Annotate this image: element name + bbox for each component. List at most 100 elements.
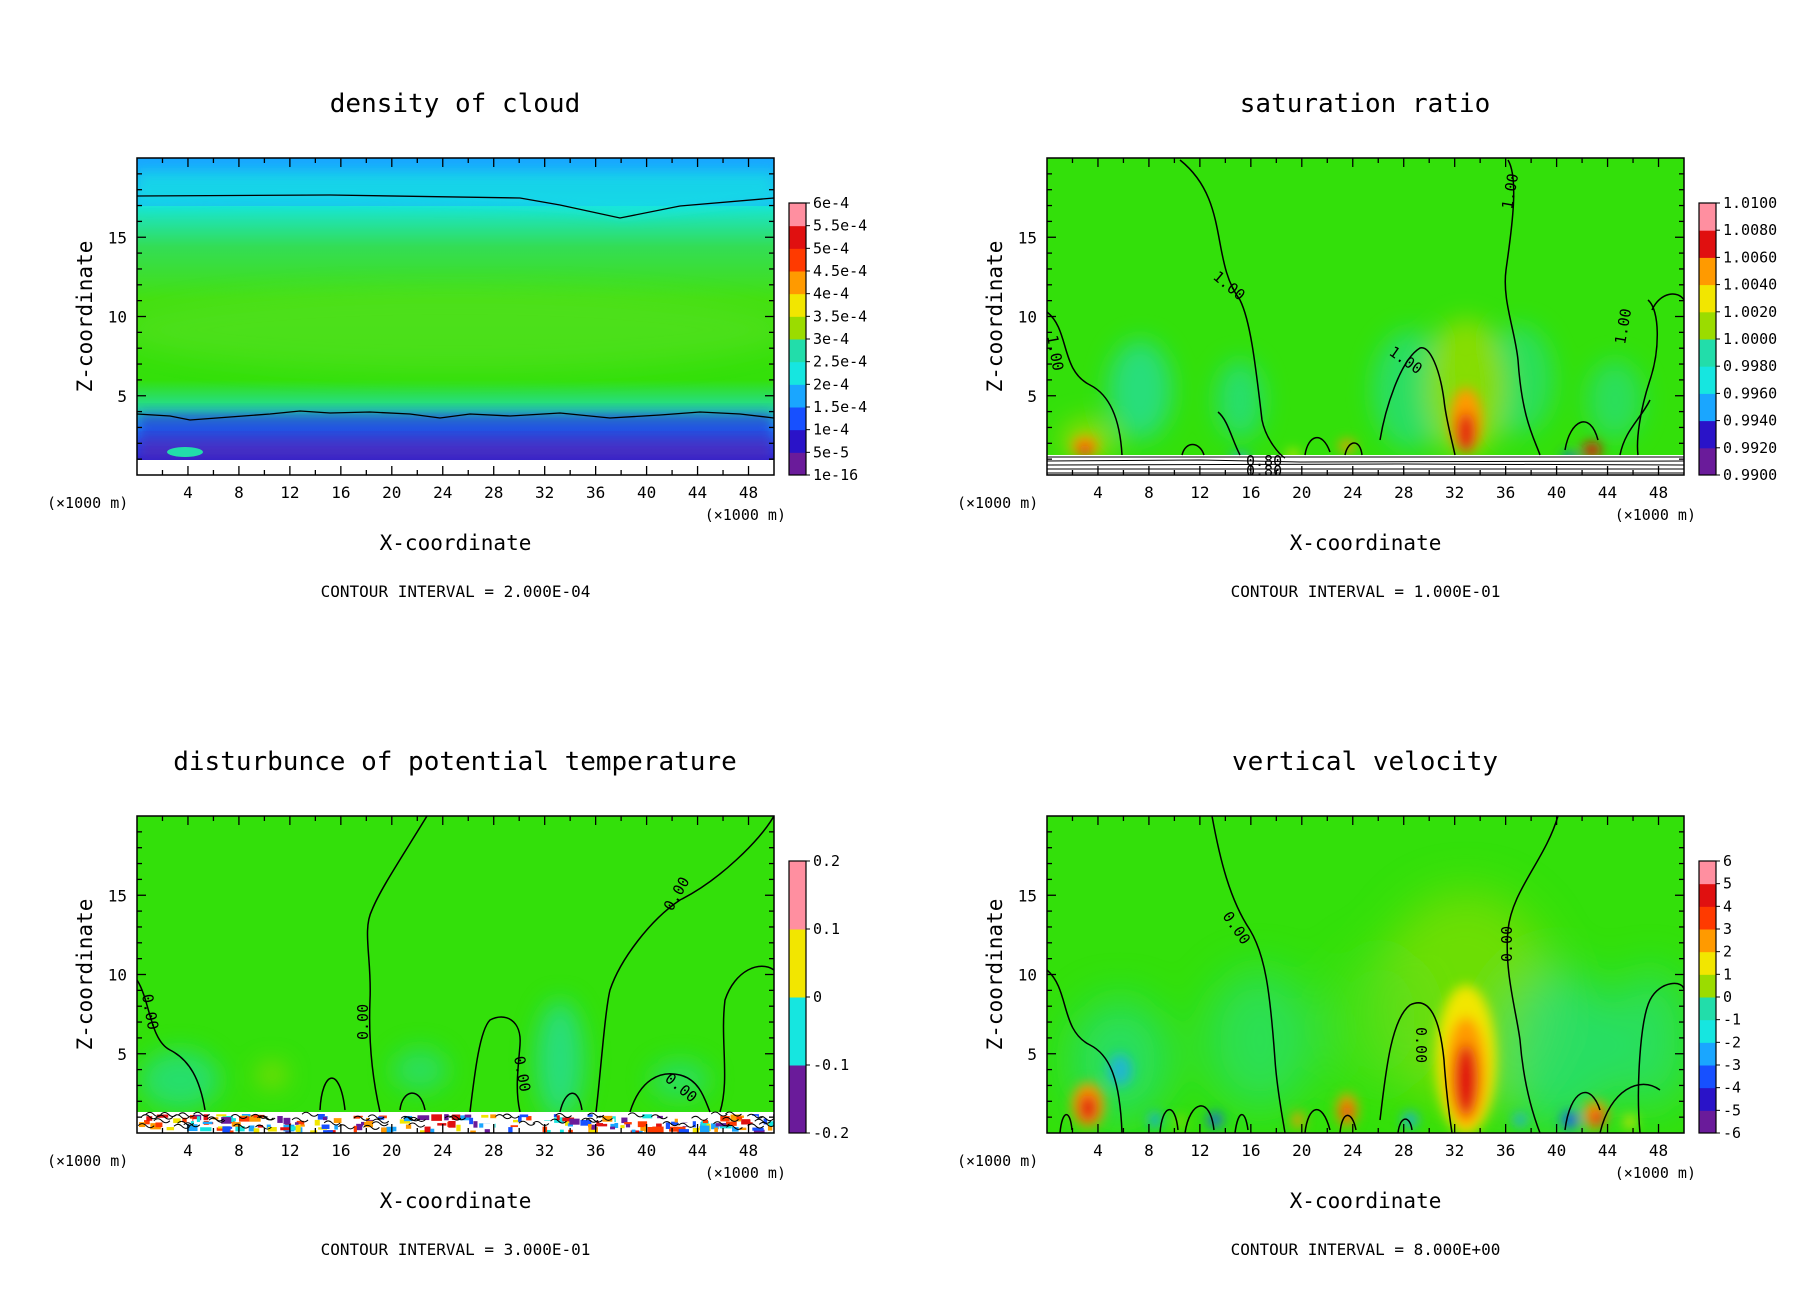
noise-cell: [295, 1125, 301, 1132]
noise-cell: [714, 1127, 718, 1132]
noise-contour: [691, 1115, 708, 1121]
noise-cell: [456, 1124, 461, 1132]
noise-contour: [400, 1115, 418, 1121]
noise-cell: [193, 1119, 201, 1125]
noise-contour: [758, 1121, 774, 1127]
colorbar-segment: [1699, 339, 1716, 367]
noise-cell: [692, 1121, 696, 1128]
x-tick-label: 24: [433, 1141, 452, 1160]
colorbar-label: 5e-4: [813, 239, 849, 257]
colorbar-segment: [789, 361, 806, 385]
x-tick-label: 48: [1649, 483, 1668, 502]
noise-cell: [725, 1121, 737, 1126]
noise-cell: [736, 1116, 743, 1120]
colorbar-segment: [1699, 1110, 1716, 1134]
colorbar-segment: [1699, 1065, 1716, 1089]
x-tick-label: 36: [1496, 483, 1515, 502]
colorbar-label: 4e-4: [813, 285, 849, 303]
colorbar-label: 0.1: [813, 920, 840, 938]
noise-cell: [711, 1123, 719, 1130]
noise-cell: [469, 1117, 474, 1125]
noise-cell: [333, 1118, 342, 1123]
noise-cell: [562, 1117, 575, 1122]
colorbar-label: 1.5e-4: [813, 398, 867, 416]
noise-contour: [444, 1115, 462, 1121]
x-tick-label: 24: [1343, 1141, 1362, 1160]
noise-contour: [193, 1111, 210, 1117]
noise-cell: [484, 1129, 490, 1133]
noise-cell: [216, 1114, 227, 1117]
x-tick-label: 4: [1093, 1141, 1103, 1160]
noise-cell: [763, 1118, 768, 1125]
colorbar-segment: [789, 1065, 806, 1134]
x-tick-label: 12: [280, 1141, 299, 1160]
noise-cell: [510, 1125, 518, 1128]
colorbar-label: 3.5e-4: [813, 307, 867, 325]
x-unit-right: (×1000 m): [705, 506, 786, 524]
noise-cell: [322, 1116, 328, 1121]
noise-contour: [353, 1115, 371, 1121]
panel-title: density of cloud: [330, 89, 580, 119]
noise-cell: [323, 1130, 333, 1133]
noise-cell: [196, 1116, 200, 1123]
colorbar-label: 0.9920: [1723, 439, 1777, 457]
noise-contour: [408, 1122, 426, 1128]
noise-contour: [172, 1114, 190, 1120]
colorbar-segment: [789, 452, 806, 476]
plot-field: 1.00 1.00 1.00 1.00 1.00 0.80 0.80: [1047, 158, 1684, 475]
x-tick-label: 32: [1445, 1141, 1464, 1160]
noise-cell: [576, 1115, 587, 1121]
noise-cell: [186, 1124, 198, 1132]
y-tick-label: 5: [1027, 1045, 1037, 1064]
noise-cell: [156, 1114, 169, 1118]
noise-contour: [725, 1111, 742, 1117]
noise-cell: [602, 1115, 613, 1122]
noise-contour: [145, 1111, 163, 1117]
x-tick-label: 24: [1343, 483, 1362, 502]
x-axis-label: X-coordinate: [1290, 531, 1442, 555]
x-tick-label: 4: [1093, 483, 1103, 502]
panel-density-of-cloud: density of cloud 4 8 12 16 20 24 28 32 36 40 44 485…: [47, 89, 867, 601]
noise-cell: [383, 1129, 393, 1133]
colorbar-segment: [789, 203, 806, 227]
x-unit-right: (×1000 m): [1615, 1164, 1696, 1182]
noise-cell: [229, 1130, 234, 1133]
y-tick-label: 10: [108, 308, 127, 327]
noise-contour: [747, 1123, 765, 1129]
noise-contour: [250, 1113, 268, 1119]
noise-cell: [253, 1128, 260, 1133]
noise-cell: [403, 1115, 413, 1122]
contour-label: 0.00: [354, 1004, 372, 1040]
contour-label: 0.00: [510, 1055, 534, 1094]
colorbar-segment: [1699, 1019, 1716, 1043]
colorbar-label: 3: [1723, 920, 1732, 938]
x-tick-label: 20: [1292, 1141, 1311, 1160]
noise-cell: [671, 1121, 679, 1125]
noise-cell: [200, 1127, 212, 1132]
x-unit-left: (×1000 m): [47, 494, 128, 512]
noise-cell: [362, 1125, 372, 1131]
noise-cell: [620, 1125, 625, 1129]
noise-cell: [266, 1124, 271, 1129]
noise-cell: [334, 1124, 338, 1130]
x-tick-label: 44: [688, 1141, 707, 1160]
x-tick-label: 16: [331, 1141, 350, 1160]
colorbar: 0.9900 0.9920 0.9940 0.9960 0.9980 1.0000 1.00…: [1698, 194, 1777, 484]
colorbar-segment: [1699, 447, 1716, 476]
noise-contour: [726, 1124, 743, 1130]
colorbar-segment: [1699, 393, 1716, 422]
noise-contour: [502, 1113, 520, 1119]
noise-contour: [177, 1120, 194, 1126]
colorbar-segment: [1699, 906, 1716, 930]
noise-cell: [221, 1117, 232, 1124]
colorbar-segment: [1699, 284, 1716, 313]
colorbar-segment: [1699, 929, 1716, 953]
x-tick-label: 8: [1144, 483, 1154, 502]
noise-cell: [481, 1114, 489, 1118]
noise-contour: [757, 1116, 774, 1122]
noise-cell: [264, 1122, 271, 1126]
noise-contour: [255, 1124, 272, 1130]
noise-cell: [519, 1121, 526, 1127]
